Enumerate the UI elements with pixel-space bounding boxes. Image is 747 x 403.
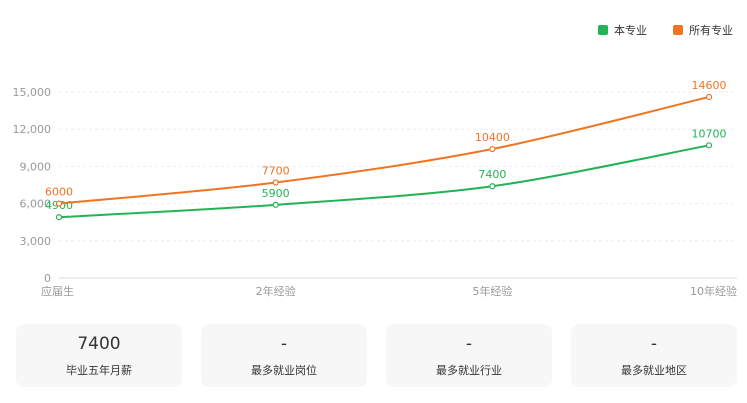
legend-item-major[interactable]: 本专业 [598,22,647,38]
summary-cards: 7400 毕业五年月薪 - 最多就业岗位 - 最多就业行业 - 最多就业地区 [16,324,737,387]
data-label: 5900 [262,187,290,200]
y-tick-label: 15,000 [13,86,52,99]
x-tick-label: 2年经验 [256,284,296,298]
data-point [489,145,496,153]
card-value-position: - [280,333,288,354]
x-tick-label: 10年经验 [690,284,737,298]
series-line-all [58,95,710,205]
legend-swatch-all [673,25,683,35]
legend-label-all: 所有专业 [689,24,733,37]
data-point [272,179,279,186]
data-label: 14600 [692,79,727,92]
card-label-position: 最多就业岗位 [251,363,317,377]
card-value-industry: - [465,333,473,354]
data-point [272,201,279,208]
y-tick-label: 9,000 [20,160,52,173]
legend-label-major: 本专业 [614,24,647,37]
data-point [705,93,713,101]
card-label-region: 最多就业地区 [621,363,687,377]
chart-legend: 本专业 所有专业 [598,22,733,38]
x-tick-label: 5年经验 [472,284,512,298]
y-tick-label: 0 [44,272,51,285]
summary-card-salary: 7400 毕业五年月薪 [16,324,182,387]
summary-card-region: - 最多就业地区 [571,324,737,387]
y-tick-label: 6,000 [20,198,52,211]
legend-item-all[interactable]: 所有专业 [673,22,733,38]
x-tick-label: 应届生 [41,284,74,298]
data-point [705,142,713,149]
card-label-industry: 最多就业行业 [436,363,502,377]
series-line-major [58,144,710,219]
data-point [55,200,63,207]
y-tick-label: 3,000 [20,235,52,248]
card-value-region: - [650,333,658,354]
data-label: 10400 [475,131,510,144]
data-point [489,183,496,190]
data-point [55,214,63,221]
card-value-salary: 7400 [77,333,121,354]
summary-card-position: - 最多就业岗位 [201,324,367,387]
summary-card-industry: - 最多就业行业 [386,324,552,387]
legend-swatch-major [598,25,608,35]
data-label: 7700 [262,165,290,178]
data-label: 10700 [692,127,727,140]
salary-line-chart: 0 3,000 6,000 9,000 12,000 15,000 应届生 2年经验 5年经验 1… [13,79,737,298]
data-label: 6000 [45,186,73,199]
data-label: 7400 [478,168,506,181]
y-tick-label: 12,000 [13,123,52,136]
card-label-salary: 毕业五年月薪 [66,363,132,377]
